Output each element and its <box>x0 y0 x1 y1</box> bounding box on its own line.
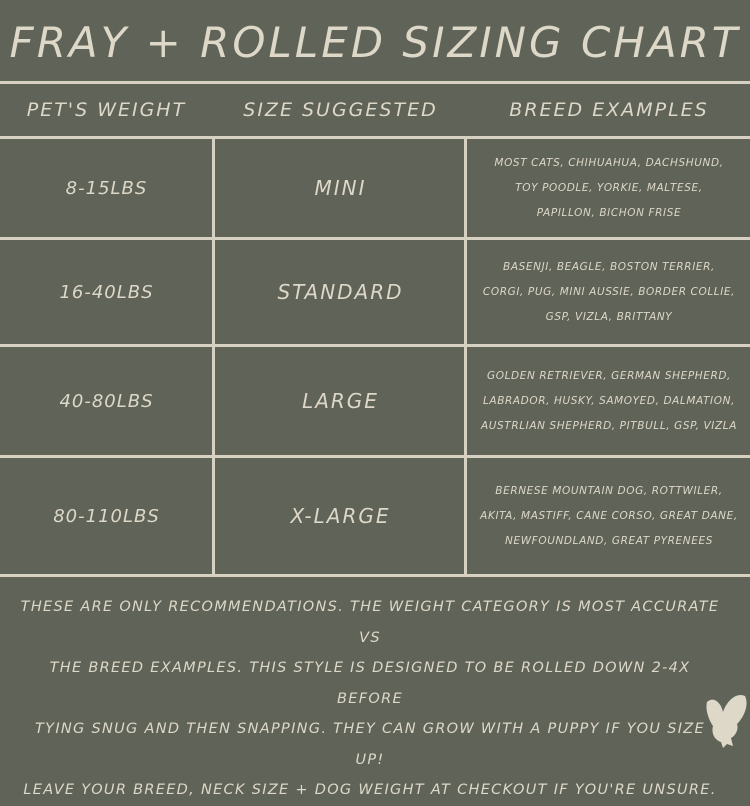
breed-line: Labrador, Husky, Samoyed, Dalmation, <box>482 394 736 407</box>
breed-line: Akita, Mastiff, Cane Corso, Great Dane, <box>480 509 738 522</box>
divider <box>0 344 750 347</box>
footer-line: tying snug and then snapping. They can g… <box>35 721 705 768</box>
size-cell: X-Large <box>290 504 391 528</box>
footer-line: These are only recommendations. The weig… <box>20 599 720 646</box>
breed-line: Bernese Mountain Dog, Rottwiler, <box>495 484 723 497</box>
divider <box>0 81 750 84</box>
footer-line: Leave your breed, neck size + dog weight… <box>23 782 717 798</box>
breeds-cell: Most cats, Chihuahua, Dachshund, Toy Poo… <box>468 139 750 237</box>
weight-cell: 40-80lbs <box>59 390 154 412</box>
breed-line: Newfoundland, Great Pyrenees <box>505 534 713 547</box>
divider <box>0 455 750 458</box>
size-cell: Mini <box>314 176 367 200</box>
column-divider <box>464 136 467 575</box>
header-size: Size Suggested <box>243 99 438 121</box>
breeds-cell: Golden Retriever, German Shepherd, Labra… <box>468 347 750 455</box>
breed-line: Basenji, Beagle, Boston Terrier, <box>503 260 715 273</box>
weight-cell: 16-40lbs <box>59 281 154 303</box>
weight-cell: 80-110lbs <box>53 505 160 527</box>
breed-line: Toy Poodle, Yorkie, Maltese, <box>515 181 703 194</box>
footer-note: These are only recommendations. The weig… <box>20 592 720 806</box>
size-cell: Standard <box>277 280 404 304</box>
column-divider <box>212 136 215 575</box>
header-breeds: Breed Examples <box>509 99 709 121</box>
header-weight: Pet's Weight <box>26 99 187 121</box>
breeds-cell: Basenji, Beagle, Boston Terrier, Corgi, … <box>468 240 750 344</box>
breed-line: Golden Retriever, German Shepherd, <box>487 369 731 382</box>
divider <box>0 136 750 139</box>
divider <box>0 237 750 240</box>
weight-cell: 8-15lbs <box>65 177 148 199</box>
breed-line: Austrlian Shepherd, Pitbull, GSP, Vizla <box>480 419 738 432</box>
breed-line: Papillon, Bichon Frise <box>536 206 682 219</box>
breeds-cell: Bernese Mountain Dog, Rottwiler, Akita, … <box>468 458 750 574</box>
divider <box>0 574 750 577</box>
size-cell: Large <box>302 389 379 413</box>
breed-line: GSP, Vizla, Brittany <box>545 310 673 323</box>
chart-title: Fray + Rolled Sizing Chart <box>9 18 741 67</box>
owl-icon <box>706 694 747 748</box>
breed-line: Corgi, Pug, Mini Aussie, Border Collie, <box>482 285 736 298</box>
footer-line: the breed examples. This style is design… <box>49 660 691 707</box>
breed-line: Most cats, Chihuahua, Dachshund, <box>494 156 724 169</box>
